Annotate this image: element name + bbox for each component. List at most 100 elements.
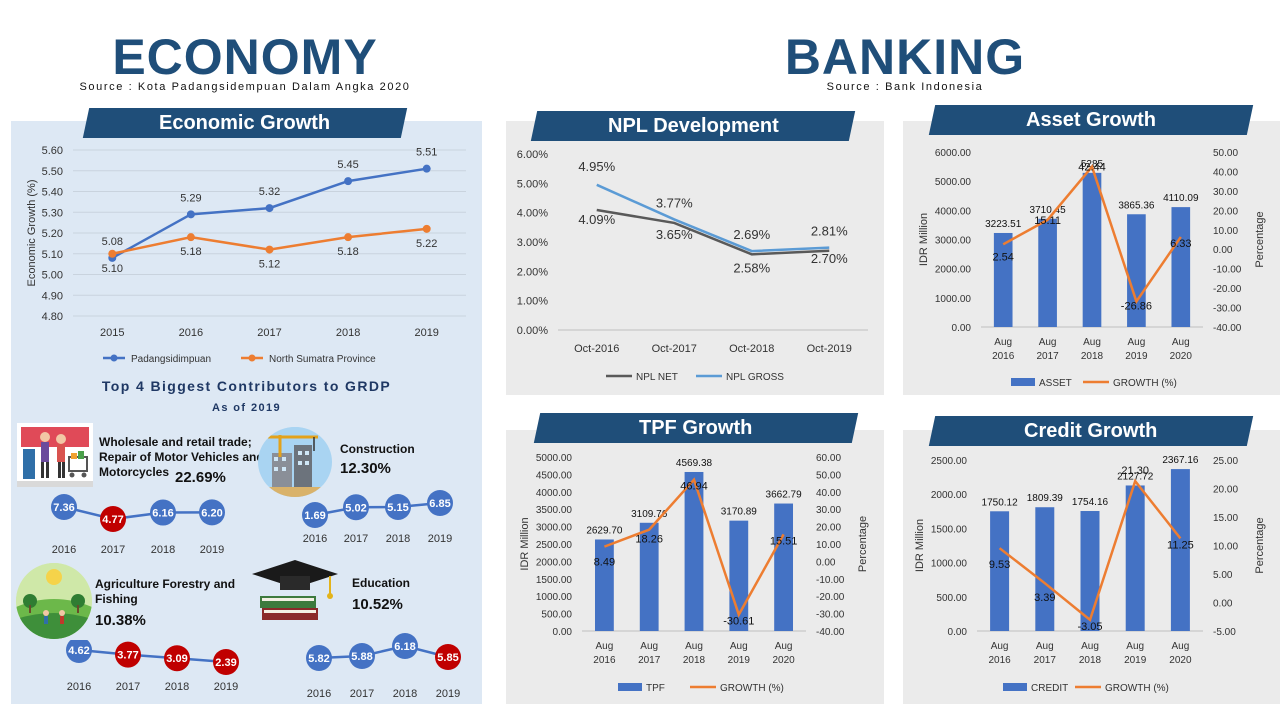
x-tick-label-year: 2019 — [1125, 351, 1148, 362]
data-point — [265, 245, 274, 254]
asset-banner: Asset Growth — [928, 105, 1254, 135]
trend-year: 2019 — [436, 688, 460, 700]
trend-value: 3.77 — [117, 650, 138, 662]
sector-pct-agriculture: 10.38% — [95, 612, 146, 629]
legend-label: NPL NET — [636, 372, 678, 383]
y-tick-label: 1000.00 — [931, 559, 968, 570]
y2-tick-label: 0.00 — [816, 557, 836, 568]
x-tick-label: 2019 — [414, 327, 438, 339]
legend-swatch — [1003, 683, 1027, 691]
y-tick-label: 5.40 — [42, 187, 63, 199]
trend-year: 2016 — [67, 681, 91, 693]
legend-label: North Sumatra Province — [269, 354, 376, 365]
x-tick-label-month: Aug — [991, 641, 1009, 652]
bar-label: 3710.45 — [1030, 205, 1067, 216]
y-tick-label: 0.00 — [948, 627, 968, 638]
trend-dot-decline — [213, 649, 239, 675]
x-tick-label: 2015 — [100, 327, 124, 339]
data-label: 3.77% — [656, 195, 693, 210]
trend-value: 5.85 — [437, 652, 458, 664]
growth-label: 46.94 — [680, 481, 708, 493]
x-tick-label-year: 2020 — [772, 655, 795, 666]
y2-tick-label: 40.00 — [1213, 167, 1238, 178]
sector-trend-wholesale: 7.36 2016 4.77 2017 6.16 2018 6.20 2019 — [51, 494, 225, 556]
x-tick-label-year: 2016 — [992, 351, 1015, 362]
trend-value: 4.62 — [68, 645, 89, 657]
growth-label: 18.26 — [635, 534, 663, 546]
trend-value: 5.15 — [387, 502, 408, 514]
bar — [639, 522, 659, 631]
x-tick-label-month: Aug — [730, 641, 748, 652]
economy-source: Source : Kota Padangsidempuan Dalam Angk… — [79, 81, 411, 93]
y2-tick-label: -5.00 — [1213, 627, 1236, 638]
data-point — [108, 249, 117, 258]
data-point — [422, 164, 431, 173]
bar-label: 1750.12 — [982, 497, 1019, 508]
legend-label: Padangsidimpuan — [131, 354, 211, 365]
y2-tick-label: 50.00 — [816, 470, 841, 481]
data-point — [344, 233, 353, 242]
y-tick-label: 4.90 — [42, 290, 63, 302]
trend-year: 2016 — [307, 688, 331, 700]
trend-dot — [302, 502, 328, 528]
y-tick-label: 5.20 — [42, 228, 63, 240]
bar — [1038, 218, 1057, 327]
x-tick-label-month: Aug — [596, 641, 614, 652]
y-tick-label: 3000.00 — [536, 523, 573, 534]
y-tick-label: 2.00% — [517, 266, 548, 278]
data-label: 2.81% — [811, 224, 848, 239]
credit-growth-chart: 0.00 500.00 1000.00 1500.00 2000.00 2500.00 -5… — [914, 455, 1266, 694]
sector-name-education: Education — [352, 576, 411, 590]
y-tick-label: 1000.00 — [536, 592, 573, 603]
trend-dot — [51, 494, 77, 520]
y-tick-label: 5.10 — [42, 249, 63, 261]
tpf-banner: TPF Growth — [533, 413, 859, 443]
trend-dot-decline — [100, 506, 126, 532]
x-tick-label: Oct-2016 — [574, 343, 619, 355]
trend-dot — [199, 499, 225, 526]
contributors-title: Top 4 Biggest Contributors to GRDP — [101, 378, 392, 394]
y-tick-label: 2500.00 — [536, 540, 573, 551]
data-label: 2.70% — [811, 251, 848, 266]
x-tick-label-month: Aug — [1039, 337, 1057, 348]
growth-label: -26.86 — [1121, 300, 1152, 312]
x-tick-label-month: Aug — [1128, 337, 1146, 348]
y-tick-label: 0.00% — [517, 325, 548, 337]
sector-trend-education: 5.82 2016 5.88 2017 6.18 2018 5.85 2019 — [306, 633, 461, 700]
data-label: 2.69% — [733, 227, 770, 242]
y-tick-label: 6.00% — [517, 149, 548, 161]
sector-pct-construction: 12.30% — [340, 460, 391, 477]
bar — [684, 471, 704, 631]
sector-name-agriculture: Agriculture Forestry and Fishing — [95, 577, 236, 606]
y-tick-label: 4000.00 — [935, 206, 972, 217]
x-tick-label-year: 2018 — [1081, 351, 1104, 362]
banking-source: Source : Bank Indonesia — [826, 81, 984, 93]
asset-growth-chart: 0.00 1000.00 2000.00 3000.00 4000.00 5000.00 6… — [918, 148, 1266, 389]
sector-trend-construction: 1.69 2016 5.02 2017 5.15 2018 6.85 2019 — [302, 490, 453, 545]
trend-line — [78, 648, 227, 664]
y2-tick-label: 20.00 — [816, 523, 841, 534]
data-label: 4.95% — [578, 159, 615, 174]
bar — [1125, 485, 1145, 631]
bar — [990, 511, 1010, 631]
x-tick-label-year: 2018 — [1079, 655, 1102, 666]
growth-label: 9.53 — [989, 559, 1010, 571]
y2-tick-label: 60.00 — [816, 453, 841, 464]
bar-label: 2629.70 — [586, 525, 623, 536]
y-tick-label: 3000.00 — [935, 236, 972, 247]
bar-label: 4110.09 — [1163, 193, 1199, 204]
npl-panel — [506, 121, 884, 395]
y-axis-label: IDR Million — [918, 213, 930, 266]
y2-tick-label: -20.00 — [816, 592, 845, 603]
y-axis-label: Economic Growth (%) — [26, 180, 38, 287]
growth-label: -3.05 — [1077, 621, 1102, 633]
y-tick-label: 3500.00 — [536, 505, 573, 516]
y2-tick-label: 30.00 — [1213, 187, 1238, 198]
legend-marker — [248, 354, 256, 362]
y2-axis-label: Percentage — [857, 516, 869, 572]
data-point — [422, 224, 431, 233]
sector-name-wholesale: Wholesale and retail trade; Repair of Mo… — [99, 435, 264, 479]
trend-year: 2018 — [393, 688, 417, 700]
legend-label: GROWTH (%) — [720, 683, 784, 694]
growth-label: 11.25 — [1167, 539, 1194, 551]
